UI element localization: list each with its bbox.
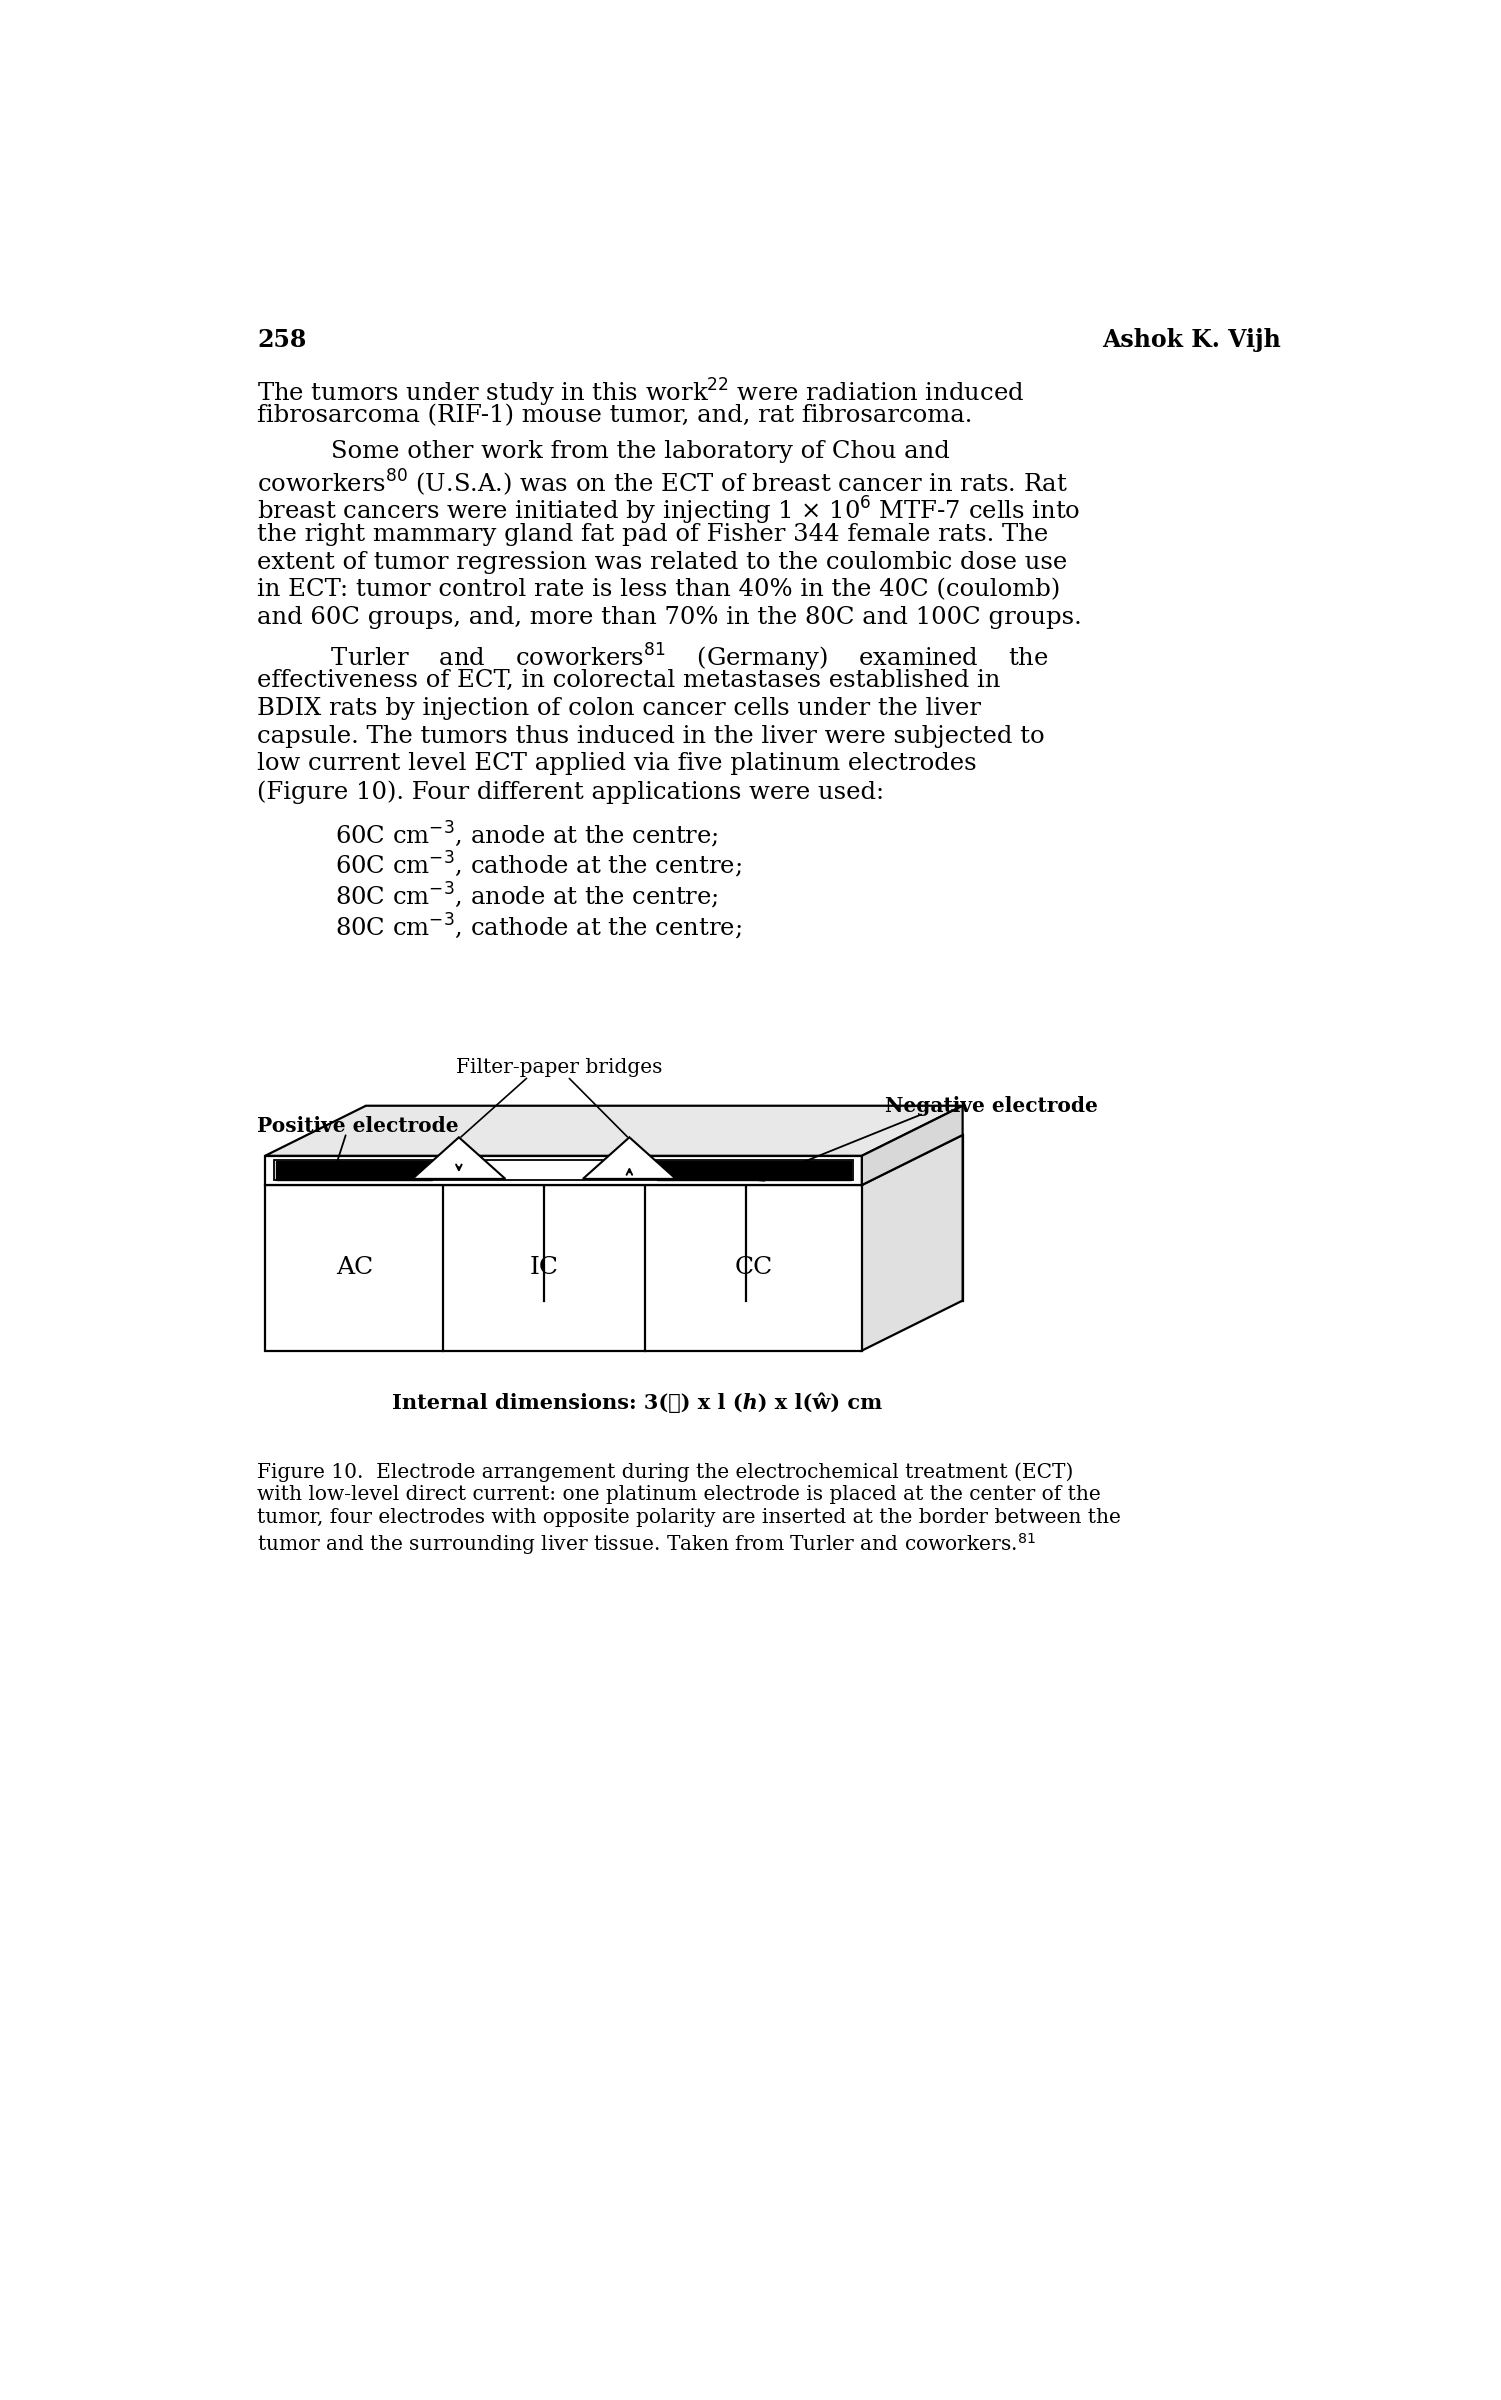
Polygon shape: [582, 1138, 675, 1178]
Text: Internal dimensions: 3(ℓ) x l (ℎ) x l(ŵ) cm: Internal dimensions: 3(ℓ) x l (ℎ) x l(ŵ)…: [392, 1392, 883, 1414]
Text: coworkers$^{80}$ (U.S.A.) was on the ECT of breast cancer in rats. Rat: coworkers$^{80}$ (U.S.A.) was on the ECT…: [257, 468, 1069, 499]
Text: extent of tumor regression was related to the coulombic dose use: extent of tumor regression was related t…: [257, 550, 1067, 574]
Text: capsule. The tumors thus induced in the liver were subjected to: capsule. The tumors thus induced in the …: [257, 725, 1045, 746]
Text: Ashok K. Vijh: Ashok K. Vijh: [1102, 329, 1280, 353]
Text: and 60C groups, and, more than 70% in the 80C and 100C groups.: and 60C groups, and, more than 70% in th…: [257, 607, 1082, 629]
Text: tumor and the surrounding liver tissue. Taken from Turler and coworkers.$^{81}$: tumor and the surrounding liver tissue. …: [257, 1531, 1036, 1558]
Polygon shape: [413, 1138, 506, 1178]
Text: BDIX rats by injection of colon cancer cells under the liver: BDIX rats by injection of colon cancer c…: [257, 696, 982, 720]
Text: Turler    and    coworkers$^{81}$    (Germany)    examined    the: Turler and coworkers$^{81}$ (Germany) ex…: [300, 641, 1049, 674]
Text: breast cancers were initiated by injecting 1 × 10$^{6}$ MTF-7 cells into: breast cancers were initiated by injecti…: [257, 494, 1081, 528]
Text: Some other work from the laboratory of Chou and: Some other work from the laboratory of C…: [300, 439, 950, 463]
Polygon shape: [366, 1135, 962, 1301]
Text: 80C cm$^{-3}$, cathode at the centre;: 80C cm$^{-3}$, cathode at the centre;: [335, 912, 741, 941]
Text: AC: AC: [336, 1255, 372, 1279]
Polygon shape: [266, 1157, 862, 1186]
Text: (Figure 10). Four different applications were used:: (Figure 10). Four different applications…: [257, 780, 884, 804]
Text: the right mammary gland fat pad of Fisher 344 female rats. The: the right mammary gland fat pad of Fishe…: [257, 523, 1049, 545]
Text: 60C cm$^{-3}$, cathode at the centre;: 60C cm$^{-3}$, cathode at the centre;: [335, 850, 741, 881]
Text: Positive electrode: Positive electrode: [257, 1116, 459, 1135]
Polygon shape: [276, 1162, 432, 1181]
Text: IC: IC: [530, 1255, 558, 1279]
Text: 80C cm$^{-3}$, anode at the centre;: 80C cm$^{-3}$, anode at the centre;: [335, 881, 719, 912]
Text: with low-level direct current: one platinum electrode is placed at the center of: with low-level direct current: one plati…: [257, 1486, 1102, 1505]
Text: Filter-paper bridges: Filter-paper bridges: [456, 1058, 663, 1078]
Polygon shape: [266, 1186, 862, 1351]
Polygon shape: [656, 1162, 851, 1181]
Polygon shape: [275, 1162, 853, 1181]
Polygon shape: [266, 1135, 962, 1186]
Text: Figure 10.  Electrode arrangement during the electrochemical treatment (ECT): Figure 10. Electrode arrangement during …: [257, 1462, 1073, 1481]
Polygon shape: [266, 1106, 962, 1157]
Text: 258: 258: [257, 329, 306, 353]
Polygon shape: [862, 1106, 962, 1186]
Polygon shape: [862, 1135, 962, 1351]
Text: CC: CC: [734, 1255, 773, 1279]
Text: fibrosarcoma (RIF-1) mouse tumor, and, rat fibrosarcoma.: fibrosarcoma (RIF-1) mouse tumor, and, r…: [257, 403, 973, 427]
Text: effectiveness of ECT, in colorectal metastases established in: effectiveness of ECT, in colorectal meta…: [257, 670, 1001, 691]
Text: Negative electrode: Negative electrode: [886, 1097, 1099, 1116]
Text: tumor, four electrodes with opposite polarity are inserted at the border between: tumor, four electrodes with opposite pol…: [257, 1510, 1121, 1526]
Text: 60C cm$^{-3}$, anode at the centre;: 60C cm$^{-3}$, anode at the centre;: [335, 818, 719, 850]
Text: low current level ECT applied via five platinum electrodes: low current level ECT applied via five p…: [257, 751, 977, 775]
Text: The tumors under study in this work$^{22}$ were radiation induced: The tumors under study in this work$^{22…: [257, 377, 1025, 408]
Text: in ECT: tumor control rate is less than 40% in the 40C (coulomb): in ECT: tumor control rate is less than …: [257, 578, 1061, 602]
